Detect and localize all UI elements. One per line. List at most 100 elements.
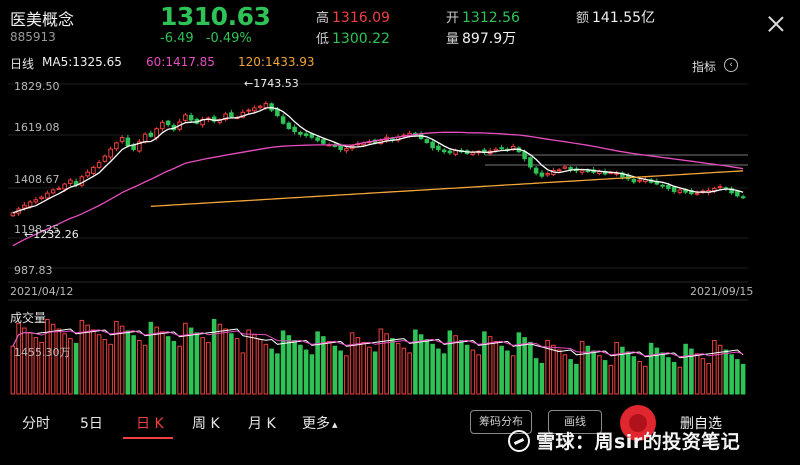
volume-bar-14 (91, 329, 96, 395)
volume-bar-60 (355, 337, 361, 395)
tab-daily-k[interactable]: 日 K (136, 416, 164, 432)
volume-bar-100 (585, 345, 591, 395)
triangle-up-icon: ▴ (332, 418, 338, 431)
candle-body-26 (160, 121, 165, 130)
volume-bar-2 (22, 327, 27, 395)
volume-bar-20 (125, 330, 131, 395)
volume-bar-7 (50, 323, 56, 395)
tab-5day[interactable]: 5日 (80, 416, 103, 432)
volume-bar-41 (246, 329, 251, 395)
volume-bar-96 (562, 354, 568, 395)
candle-body-89 (522, 151, 527, 160)
candle-body-19 (119, 136, 125, 142)
candle-body-47 (280, 116, 286, 124)
change-value: -6.49 (160, 31, 194, 46)
volume-bar-58 (344, 355, 349, 395)
volume-bar-106 (620, 346, 625, 395)
volume-bar-104 (608, 364, 614, 395)
volume-bar-118 (689, 348, 694, 395)
volume-bar-121 (706, 362, 711, 395)
volume-bar-17 (108, 343, 113, 395)
candle-body-49 (292, 126, 297, 133)
low-value: 1300.22 (332, 31, 390, 47)
ma5-line (12, 106, 744, 214)
volume-bar-42 (252, 334, 257, 395)
volume-bar-87 (510, 355, 516, 395)
volume-bar-76 (447, 330, 453, 395)
volume-bar-77 (453, 335, 458, 395)
volume-bar-108 (631, 356, 637, 395)
tab-intraday[interactable]: 分时 (22, 416, 50, 432)
volume-bar-114 (666, 357, 671, 395)
kline-chart[interactable]: 1829.50 1619.08 1408.67 1198.25 987.83 ←… (0, 0, 800, 400)
volume-bar-24 (148, 321, 154, 395)
candle-body-17 (108, 148, 113, 158)
volume-bar-127 (740, 363, 746, 395)
candle-body-122 (712, 187, 717, 192)
candle-body-41 (246, 109, 251, 112)
candle-body-119 (694, 192, 700, 195)
volume-bar-73 (430, 343, 435, 395)
candle-body-37 (223, 113, 228, 121)
volume-bar-126 (735, 359, 740, 395)
volume-bar-115 (671, 361, 677, 395)
tab-weekly-k[interactable]: 周 K (192, 416, 220, 432)
circle-arrow-icon[interactable]: ‹ (724, 58, 738, 72)
chip-distribution-button[interactable]: 筹码分布 (470, 410, 532, 434)
candle-body-0 (10, 212, 16, 217)
remove-watchlist-button[interactable]: 删自选 (680, 416, 722, 432)
volume-bar-6 (45, 318, 50, 395)
volume-bar-123 (717, 344, 723, 395)
volume-bar-31 (188, 327, 194, 395)
volume-bar-110 (643, 365, 648, 395)
volume-bar-53 (315, 331, 320, 395)
volume-bar-11 (73, 342, 79, 395)
candle-body-18 (114, 142, 119, 150)
candle-body-43 (257, 105, 263, 108)
volume-bar-49 (292, 339, 297, 395)
stock-code: 885913 (10, 30, 56, 44)
volume-bar-29 (177, 345, 182, 395)
candle-body-57 (338, 144, 343, 150)
volume-bar-44 (263, 343, 269, 395)
volume-bar-26 (160, 331, 165, 395)
volume-tick: 1455.30万 (14, 346, 71, 359)
volume-bar-101 (591, 350, 596, 395)
tab-more[interactable]: 更多 ▴ (302, 413, 338, 433)
draw-line-button[interactable]: 画线 (548, 410, 602, 434)
candle-body-6 (45, 192, 50, 199)
volume-bar-47 (280, 330, 286, 395)
volume-bar-16 (102, 339, 108, 395)
candle-body-75 (441, 149, 447, 153)
candle-body-24 (148, 132, 154, 137)
candle-body-91 (533, 167, 539, 174)
volume-bar-86 (505, 350, 510, 395)
tab-monthly-k[interactable]: 月 K (248, 416, 276, 432)
candle-body-14 (91, 166, 96, 174)
amount-stat: 额 141.55亿 (576, 10, 656, 26)
candle-body-16 (102, 155, 108, 162)
volume-bar-98 (574, 363, 579, 395)
volume-bar-13 (85, 324, 90, 395)
active-tab-indicator (123, 437, 173, 439)
ma-legend: 日线 MA5:1325.65 60:1417.85 120:1433.93 (0, 55, 800, 73)
candle-body-74 (436, 145, 441, 150)
volume-bar-82 (482, 331, 487, 395)
low-stat: 低 1300.22 (316, 31, 390, 47)
snowball-logo-icon (508, 430, 530, 452)
bottom-toolbar: 分时 5日 日 K 周 K 月 K 更多 ▴ 筹码分布 画线 删自选 (0, 400, 800, 465)
volume-bar-75 (441, 353, 447, 395)
candle-body-51 (303, 133, 309, 136)
volume-bar-32 (194, 332, 200, 395)
volume-bar-28 (171, 340, 177, 395)
date-end: 2021/09/15 (690, 285, 753, 298)
volume-bar-79 (464, 344, 470, 395)
volume-bar-48 (286, 335, 292, 395)
volume-bar-22 (137, 339, 142, 395)
volume-bar-39 (234, 338, 240, 395)
volume-bar-4 (33, 337, 39, 395)
record-icon[interactable] (620, 405, 656, 441)
volume-bar-37 (223, 328, 228, 395)
indicator-button[interactable]: 指标 (692, 60, 717, 74)
candle-body-22 (137, 141, 142, 152)
